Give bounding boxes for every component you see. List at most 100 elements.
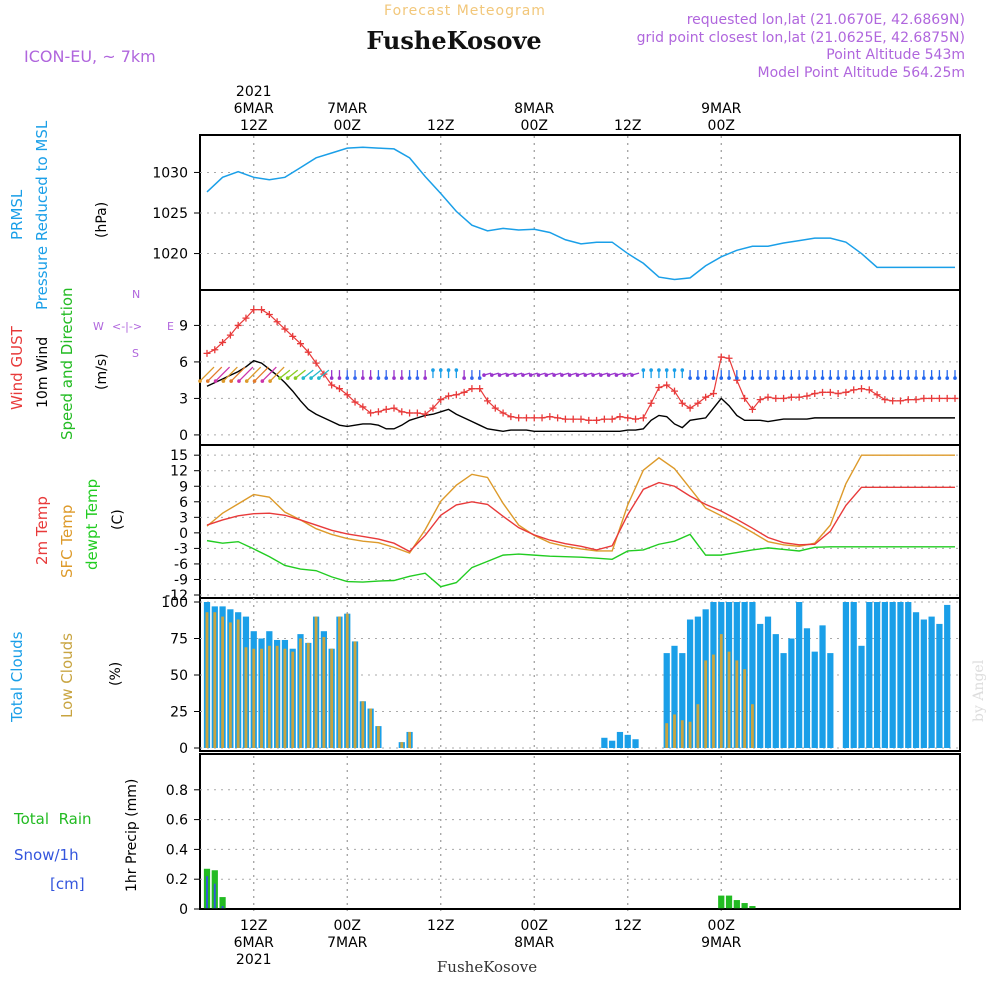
wind-direction-arrowhead: [766, 376, 770, 380]
pressure-label-2: Pressure Reduced to MSL: [33, 120, 51, 310]
gust-marker: [943, 394, 951, 402]
y-tick-label: 0: [179, 526, 188, 542]
gust-marker: [639, 414, 647, 422]
gust-marker: [671, 387, 678, 395]
wind-direction-arrowhead: [641, 368, 646, 372]
wind-direction-arrowhead: [205, 379, 210, 383]
wind-direction-arrow: [302, 369, 314, 379]
gust-marker: [343, 391, 351, 399]
wind-direction-arrowhead: [285, 376, 290, 380]
gust-marker: [437, 396, 445, 404]
wind-direction-arrowhead: [497, 373, 502, 377]
low-clouds-bar: [299, 638, 302, 748]
gust-marker: [819, 388, 827, 396]
bottom-time-tick-label: 2021: [236, 952, 272, 968]
wind-direction-arrowhead: [575, 373, 580, 377]
wind-direction-arrowhead: [301, 376, 306, 380]
y-tick-label: -9: [174, 572, 188, 588]
total-clouds-bar: [780, 653, 787, 748]
wind-direction-arrowhead: [384, 376, 389, 380]
wind-direction-arrowhead: [742, 376, 747, 380]
low-clouds-bar: [735, 660, 739, 748]
gust-marker: [538, 414, 546, 422]
total-clouds-bar: [764, 616, 772, 748]
total-clouds-bar: [858, 645, 865, 748]
gust-marker: [390, 404, 398, 412]
wind-direction-arrowhead: [260, 379, 265, 383]
wind-direction-arrowhead: [237, 379, 241, 383]
gust-marker: [709, 390, 717, 398]
top-time-tick-label: 00Z: [708, 118, 735, 134]
gust-marker: [522, 414, 530, 422]
wind-direction-arrowhead: [293, 376, 298, 380]
gust-marker: [702, 393, 710, 401]
wind-direction-arrowhead: [883, 376, 887, 380]
wind-direction-arrowhead: [252, 379, 257, 383]
wind-direction-arrowhead: [329, 376, 334, 380]
clouds-unit: (%): [108, 662, 124, 686]
chart-marks: [198, 146, 960, 910]
wind-direction-arrowhead: [229, 379, 233, 383]
wind-direction-arrow: [310, 369, 322, 379]
gust-marker: [219, 338, 227, 346]
y-tick-label: 0.2: [166, 872, 188, 888]
wind-direction-arrowhead: [649, 368, 653, 372]
top-time-tick-label: 9MAR: [701, 101, 742, 117]
wind-direction-arrowhead: [423, 376, 427, 380]
low-clouds-bar: [267, 645, 271, 748]
gust-marker: [530, 414, 538, 422]
total-clouds-bar: [819, 625, 826, 748]
wind-direction-arrow: [287, 369, 299, 379]
wind-direction-arrow: [230, 366, 246, 382]
gust-marker: [289, 332, 297, 340]
compass-south: S: [132, 347, 139, 360]
wind-direction-arrow: [238, 366, 254, 382]
pressure-unit: (hPa): [94, 202, 110, 238]
gust-marker: [935, 394, 943, 402]
rain-label: Total Rain: [13, 810, 92, 828]
y-tick-label: 3: [179, 510, 188, 526]
temp2m-label: 2m Temp: [33, 496, 51, 565]
wind-direction-arrowhead: [599, 373, 603, 377]
y-tick-label: 1020: [152, 247, 188, 263]
wind-direction-arrowhead: [937, 376, 942, 380]
precip-unit: 1hr Precip (mm): [124, 779, 140, 892]
gust-marker: [265, 310, 273, 318]
top-time-tick-label: 00Z: [334, 118, 361, 134]
requested-coords: requested lon,lat (21.0670E, 42.6869N): [687, 12, 965, 28]
y-tick-label: 0: [179, 741, 188, 757]
gust-marker: [928, 394, 936, 402]
gust-marker: [234, 321, 242, 329]
total-clouds-bar: [796, 602, 803, 748]
bottom-time-tick-label: 7MAR: [327, 935, 368, 951]
low-clouds-bar: [361, 701, 365, 748]
low-clouds-bar: [673, 714, 676, 748]
wind-direction-arrowhead: [614, 373, 619, 377]
wind-direction-arrowhead: [836, 376, 840, 380]
wind-direction-arrowhead: [470, 376, 474, 380]
low-clouds-bar: [704, 660, 708, 748]
gust-marker: [725, 354, 733, 362]
wind-direction-arrowhead: [591, 373, 595, 377]
bottom-time-tick-label: 12Z: [614, 918, 641, 934]
closest-coords: grid point closest lon,lat (21.0625E, 42…: [637, 30, 965, 46]
wind-direction-arrow: [318, 369, 330, 379]
wind-direction-arrowhead: [914, 376, 918, 380]
y-tick-label: 12: [170, 464, 188, 480]
total-clouds-bar: [601, 737, 608, 748]
sfc-temp-line: [206, 454, 955, 554]
gust-marker: [764, 393, 772, 401]
wind-direction-arrowhead: [750, 376, 755, 380]
wind-direction-arrowhead: [446, 368, 451, 372]
gust-marker: [748, 405, 756, 413]
gust-marker: [717, 353, 725, 361]
gust-marker: [858, 385, 865, 393]
gust-marker: [655, 383, 663, 391]
wind-direction-arrowhead: [797, 376, 801, 380]
bottom-time-tick-label: 9MAR: [701, 935, 742, 951]
wind-direction-arrowhead: [454, 368, 459, 372]
direction-label: Speed and Direction: [58, 287, 76, 440]
gust-marker: [826, 388, 834, 396]
wind-direction-arrowhead: [820, 376, 825, 380]
gust-marker: [515, 414, 523, 422]
